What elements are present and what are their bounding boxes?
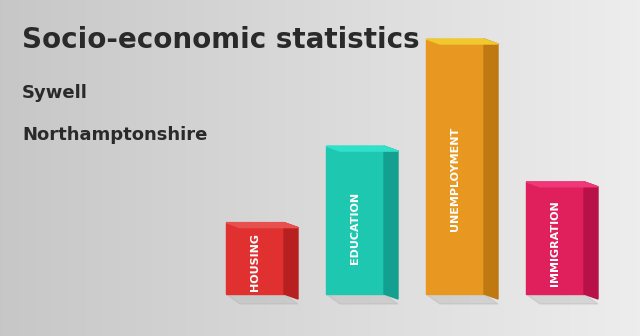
Polygon shape xyxy=(526,294,598,304)
Polygon shape xyxy=(226,222,284,294)
Polygon shape xyxy=(526,182,598,187)
Polygon shape xyxy=(526,182,584,294)
Polygon shape xyxy=(226,222,298,227)
Polygon shape xyxy=(426,39,484,294)
Text: HOUSING: HOUSING xyxy=(250,233,260,291)
Polygon shape xyxy=(284,222,298,299)
Polygon shape xyxy=(226,294,298,304)
Polygon shape xyxy=(584,182,598,299)
Polygon shape xyxy=(484,39,498,299)
Polygon shape xyxy=(326,146,398,151)
Text: EDUCATION: EDUCATION xyxy=(350,192,360,263)
Polygon shape xyxy=(384,146,398,299)
Text: IMMIGRATION: IMMIGRATION xyxy=(550,201,560,286)
Text: UNEMPLOYMENT: UNEMPLOYMENT xyxy=(450,127,460,232)
Text: Sywell: Sywell xyxy=(22,84,88,102)
Polygon shape xyxy=(326,146,384,294)
Text: Northamptonshire: Northamptonshire xyxy=(22,126,207,144)
Polygon shape xyxy=(426,294,498,304)
Text: Socio-economic statistics: Socio-economic statistics xyxy=(22,26,420,54)
Polygon shape xyxy=(326,294,398,304)
Polygon shape xyxy=(426,39,498,44)
